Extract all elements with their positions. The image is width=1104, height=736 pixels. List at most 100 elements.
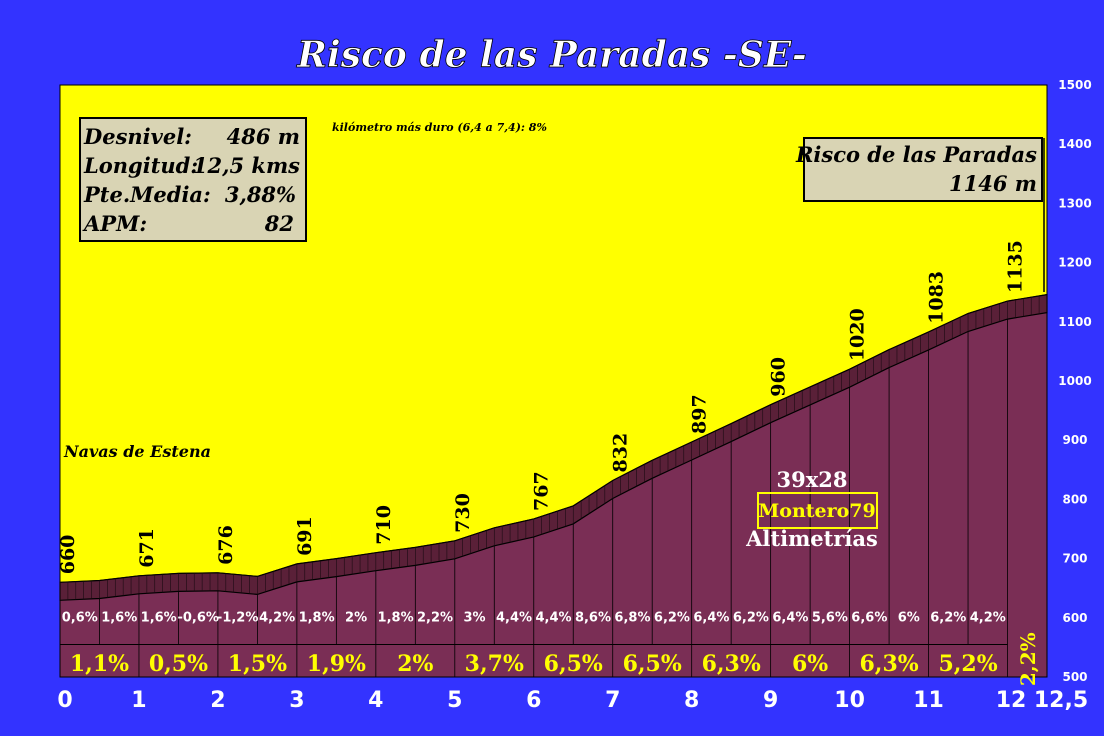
author-label: Montero79 — [758, 500, 876, 522]
apm-value: 82 — [264, 211, 294, 236]
km-grade: 1,9% — [307, 651, 366, 677]
desnivel-value: 486 m — [227, 124, 300, 149]
author-box — [757, 492, 878, 529]
altitude-label: 897 — [689, 394, 711, 434]
profile-layer — [59, 293, 1048, 678]
km-grade: 0,5% — [149, 651, 208, 677]
altitude-label: 691 — [294, 516, 316, 556]
km-grade: 2,2% — [1016, 632, 1040, 686]
x-tick-label: 12,5 — [1034, 688, 1088, 713]
y-tick-label: 1500 — [1058, 78, 1091, 92]
half-km-grade: 6,2% — [930, 611, 966, 626]
km-grade: 6,5% — [544, 651, 603, 677]
km-grades: 1,1% 0,5% 1,5% 1,9% 2% 3,7% 6,5% 6,5% 6,3% 6% 6,3%… — [70, 632, 1040, 686]
half-km-grade: 4,4% — [496, 611, 532, 626]
pte-media-value: 3,88% — [225, 182, 296, 207]
desnivel-label: Desnivel: — [83, 124, 192, 149]
half-km-grade: -0,6% — [177, 611, 218, 626]
x-tick-label: 8 — [684, 688, 699, 713]
altitude-label: 730 — [452, 493, 474, 533]
half-km-grade: 1,6% — [101, 611, 137, 626]
y-tick-label: 600 — [1062, 611, 1087, 625]
longitud-label: Longitud: — [83, 153, 198, 178]
altitude-label: 960 — [768, 357, 790, 397]
gear-label: 39x28 — [777, 467, 848, 492]
half-km-grade: 6,6% — [851, 611, 887, 626]
x-tick-label: 5 — [447, 688, 462, 713]
altitude-label: 660 — [57, 535, 79, 575]
km-grade: 6,3% — [859, 651, 918, 677]
half-km-grade: 6,2% — [654, 611, 690, 626]
km-grade: 6,3% — [702, 651, 761, 677]
y-tick-label: 900 — [1062, 433, 1087, 447]
altitude-label: 710 — [373, 505, 395, 545]
site-label: Altimetrías — [745, 526, 878, 551]
km-grade: 2% — [397, 651, 433, 677]
altitude-labels: 660 671 676 691 710 730 767 832 897 960 1020 1083 11… — [57, 240, 1027, 574]
half-km-grade: 6,2% — [733, 611, 769, 626]
start-location: Navas de Estena — [63, 442, 211, 461]
half-km-grade: 6% — [898, 611, 920, 626]
x-tick-label: 11 — [913, 688, 944, 713]
y-tick-label: 1100 — [1058, 315, 1091, 329]
half-km-grade: 2,2% — [417, 611, 453, 626]
half-km-grade: 4,2% — [259, 611, 295, 626]
half-km-grade: 3% — [464, 611, 486, 626]
y-tick-label: 1200 — [1058, 256, 1091, 270]
x-tick-label: 6 — [526, 688, 541, 713]
road-band — [59, 293, 1048, 601]
x-tick-label: 12 — [996, 688, 1027, 713]
y-tick-label: 1400 — [1058, 137, 1091, 151]
km-grade: 1,1% — [70, 651, 129, 677]
half-km-grade: -1,2% — [217, 611, 258, 626]
longitud-value: 12,5 kms — [193, 153, 300, 178]
apm-label: APM: — [82, 211, 147, 236]
half-km-grade: 6,4% — [693, 611, 729, 626]
km-dividers — [60, 319, 1008, 677]
x-tick-label: 3 — [289, 688, 304, 713]
km-grade: 6,5% — [623, 651, 682, 677]
x-tick-label: 7 — [605, 688, 620, 713]
half-km-grade: 4,2% — [970, 611, 1006, 626]
y-axis: 500 600 700 800 900 1000 1100 1200 1300 1400 1500 — [1058, 78, 1091, 684]
half-km-grade: 1,6% — [141, 611, 177, 626]
half-km-grade: 1,8% — [378, 611, 414, 626]
summit-box: Risco de las Paradas 1146 m — [795, 137, 1043, 202]
altitude-label: 767 — [531, 471, 553, 511]
half-km-grade: 2% — [345, 611, 367, 626]
chart-title: Risco de las Paradas -SE- — [296, 34, 807, 76]
hardest-km-note: kilómetro más duro (6,4 a 7,4): 8% — [332, 121, 547, 134]
half-km-grade: 0,6% — [62, 611, 98, 626]
y-tick-label: 700 — [1062, 552, 1087, 566]
half-km-grade: 1,8% — [299, 611, 335, 626]
summit-name: Risco de las Paradas — [795, 142, 1037, 167]
altitude-label: 1020 — [847, 308, 869, 361]
x-tick-label: 2 — [210, 688, 225, 713]
x-tick-label: 9 — [763, 688, 778, 713]
half-km-grade: 8,6% — [575, 611, 611, 626]
summit-altitude: 1146 m — [949, 171, 1037, 196]
half-km-grade: 4,4% — [535, 611, 571, 626]
altitude-label: 832 — [610, 433, 632, 473]
half-km-grade: 5,6% — [812, 611, 848, 626]
half-km-grade: 6,8% — [614, 611, 650, 626]
x-tick-label: 4 — [368, 688, 383, 713]
altitude-label: 671 — [136, 528, 158, 568]
pte-media-label: Pte.Media: — [83, 182, 211, 207]
stats-box: Desnivel: 486 m Longitud: 12,5 kms Pte.M… — [79, 117, 307, 242]
km-grade: 3,7% — [465, 651, 524, 677]
x-tick-label: 10 — [834, 688, 865, 713]
altitude-label: 1135 — [1005, 240, 1027, 293]
km-grade: 5,2% — [938, 651, 997, 677]
y-tick-label: 500 — [1062, 670, 1087, 684]
y-tick-label: 1300 — [1058, 196, 1091, 210]
altitude-label: 1083 — [926, 271, 948, 324]
x-axis: 0 1 2 3 4 5 6 7 8 9 10 11 12 12,5 — [57, 688, 1088, 713]
km-grade: 1,5% — [228, 651, 287, 677]
altitude-label: 676 — [215, 525, 237, 565]
half-km-grade: 6,4% — [772, 611, 808, 626]
half-km-grades: 0,6% 1,6% 1,6% -0,6%-1,2% 4,2% 1,8% 2% 1,8% 2,2%… — [62, 611, 1006, 626]
x-tick-label: 0 — [57, 688, 72, 713]
y-tick-label: 1000 — [1058, 374, 1091, 388]
